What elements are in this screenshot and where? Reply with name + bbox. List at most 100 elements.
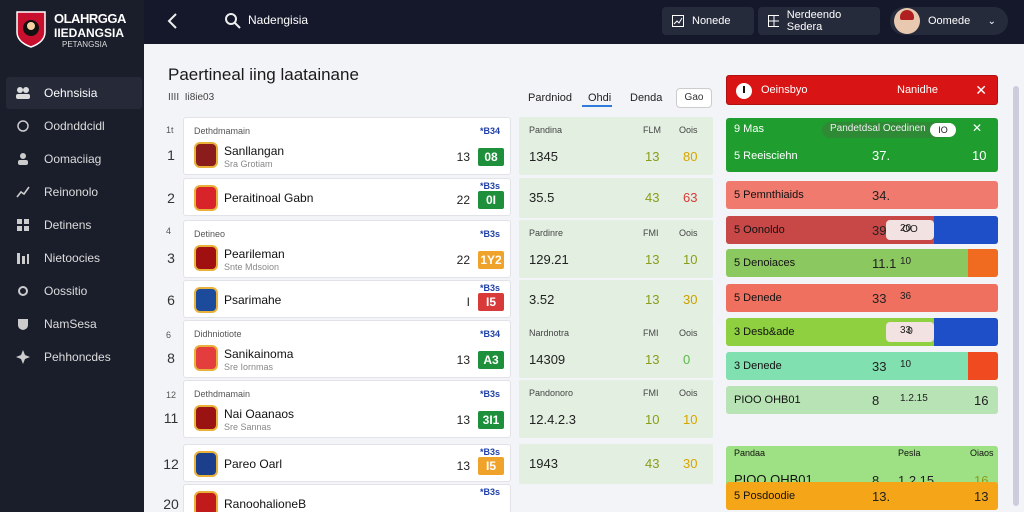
bars-icon [14, 251, 32, 265]
score-badge: I5 [478, 457, 504, 475]
stat-value: 43 [645, 456, 660, 471]
sidebar-item-6[interactable]: Nietoocies [6, 242, 142, 274]
standings-row[interactable]: OO 5 Oonoldo 39 20 [726, 216, 998, 244]
sidebar-item-4[interactable]: Reinonolo [6, 176, 142, 208]
stats-row: 3.52 13 30 [519, 280, 713, 320]
top-button-2-label: Nerdeendo Sedera [786, 9, 842, 33]
card-tag: *B3s [479, 447, 500, 457]
team-card[interactable]: *B3s Peraitinoal Gabn 22 0I [183, 178, 511, 216]
team-value: 22 [456, 193, 470, 207]
rank-number: 12 [163, 456, 179, 472]
row-value: 33 [872, 291, 887, 306]
people-icon [14, 86, 32, 100]
stats-row: 35.5 43 63 [519, 178, 713, 218]
standings-row[interactable]: 5 Denoiaces 11.1 10 [726, 249, 998, 277]
rank-number: 3 [167, 250, 175, 266]
row-label: Pandetdsal Ocedinen [830, 123, 926, 134]
card-tag: *B3s [479, 283, 500, 293]
team-card[interactable]: *B3s RanoohalioneB [183, 484, 511, 512]
settings-icon [14, 350, 32, 364]
close-icon[interactable]: ✕ [972, 121, 983, 135]
tab-3[interactable]: Denda [630, 92, 663, 104]
sidebar-item-3[interactable]: Oomaciiag [6, 143, 142, 175]
standings-row[interactable]: 5 Denede 33 36 [726, 284, 998, 312]
card-tag: *B3s [479, 229, 500, 239]
top-button-1[interactable]: Nonede [662, 7, 754, 35]
standings-row[interactable]: 5 Pemnthiaids 34. [726, 181, 998, 209]
rank-number: 1 [167, 147, 175, 163]
standings-row[interactable]: 3 Denede 33 10 [726, 352, 998, 380]
brand-title: OLAHRGGA [54, 11, 126, 26]
logo-crest-icon [16, 11, 46, 48]
row-label: 3 Desb&ade [734, 326, 795, 338]
toggle-switch[interactable]: OO [886, 220, 934, 240]
score-badge: 3I1 [478, 411, 504, 429]
sidebar-item-1[interactable]: Oehnsisia [6, 77, 142, 109]
team-card[interactable]: Didhniotiote *B34 Sanikainoma Sre Iornmas 13… [183, 320, 511, 378]
team-crest-icon [194, 345, 218, 371]
sidebar-item-2[interactable]: Oodnddcidl [6, 110, 142, 142]
search-input[interactable]: Nadengisia [248, 13, 309, 27]
row-label: 5 Pemnthiaids [734, 189, 804, 201]
sidebar-item-8[interactable]: NamSesa [6, 308, 142, 340]
row-value: 10 [900, 256, 912, 267]
sidebar-item-5[interactable]: Detinens [6, 209, 142, 241]
sidebar-item-7[interactable]: Oossitio [6, 275, 142, 307]
rank-number: 11 [163, 410, 179, 426]
tab-1[interactable]: Pardniod [528, 92, 573, 104]
top-button-2[interactable]: Nerdeendo Sedera [758, 7, 880, 35]
grid-icon [14, 218, 32, 232]
back-arrow-icon[interactable] [166, 12, 180, 30]
stats-row: Pandina FLM Oois 1345 13 80 [519, 117, 713, 175]
filter-button[interactable]: Gao [676, 88, 712, 108]
standings-row[interactable]: 5 Posdoodie 13. 13 [726, 482, 998, 510]
search-icon[interactable] [224, 12, 242, 30]
toggle-switch[interactable]: 0 [886, 322, 934, 342]
sidebar-item-label: Pehhoncdes [44, 350, 111, 364]
active-tab-indicator [582, 105, 612, 107]
row-label: 3 Denede [734, 360, 782, 372]
sidebar-item-9[interactable]: Pehhoncdes [6, 341, 142, 373]
team-crest-icon [194, 405, 218, 431]
user-menu[interactable]: Oomede ⌄ [890, 7, 1008, 35]
stat-value: 12.4.2.3 [529, 412, 576, 427]
score-badge: I5 [478, 293, 504, 311]
stat-value: 30 [683, 292, 698, 307]
alert-header[interactable]: Oeinsbyo Nanidhe ✕ [726, 75, 998, 105]
row-header: Pesla [898, 448, 921, 458]
stat-value: 0 [683, 352, 691, 367]
team-card[interactable]: Dethdmamain *B34 Sanllangan Sra Grotiam 13 08 [183, 117, 511, 175]
row-label: 5 Denoiaces [734, 257, 796, 269]
stat-value: 10 [683, 252, 698, 267]
stat-header: Oois [679, 125, 698, 135]
team-card[interactable]: Dethdmamain *B3s Nai Oaanaos Sre Sannas 13 3I… [183, 380, 511, 438]
row-label: PIOO OHB01 [734, 394, 801, 406]
tab-2[interactable]: Ohdi [588, 92, 612, 104]
row-label: 5 Reeisciehn [734, 150, 798, 162]
rank-number: 20 [163, 496, 179, 512]
stat-value: 13 [645, 149, 660, 164]
team-value: 22 [456, 253, 470, 267]
stats-row: Pardinre FMI Oois 129.21 13 10 [519, 220, 713, 278]
team-card[interactable]: Detineo *B3s Pearileman Snte Mdsoion 22 1Y2 [183, 220, 511, 278]
stat-header: FMI [643, 388, 659, 398]
standings-row[interactable]: 0 3 Desb&ade 33 [726, 318, 998, 346]
row-label: 5 Posdoodie [734, 490, 796, 502]
row-marker: 6 [166, 330, 172, 340]
stat-value: 1943 [529, 456, 558, 471]
standings-row[interactable]: 9 Mas Pandetdsal Ocedinen IO ✕ 5 Reeisci… [726, 118, 998, 172]
scrollbar[interactable] [1013, 86, 1019, 506]
stat-header: Oois [679, 228, 698, 238]
stat-value: 14309 [529, 352, 566, 367]
close-icon[interactable]: ✕ [975, 82, 987, 98]
team-card[interactable]: *B3s Psarimahe I I5 [183, 280, 511, 318]
toggle-switch[interactable]: IO [930, 123, 956, 137]
row-value: 13. [872, 489, 891, 504]
alert-title: Oeinsbyo [761, 84, 808, 96]
team-crest-icon [194, 185, 218, 211]
row-value: 33 [900, 325, 912, 336]
team-card[interactable]: *B3s Pareo Oarl 13 I5 [183, 444, 511, 482]
sidebar-item-label: Oodnddcidl [44, 119, 105, 133]
standings-row[interactable]: PIOO OHB01 8 1.2.15 16 [726, 386, 998, 414]
row-value: 1.2.15 [900, 393, 928, 404]
